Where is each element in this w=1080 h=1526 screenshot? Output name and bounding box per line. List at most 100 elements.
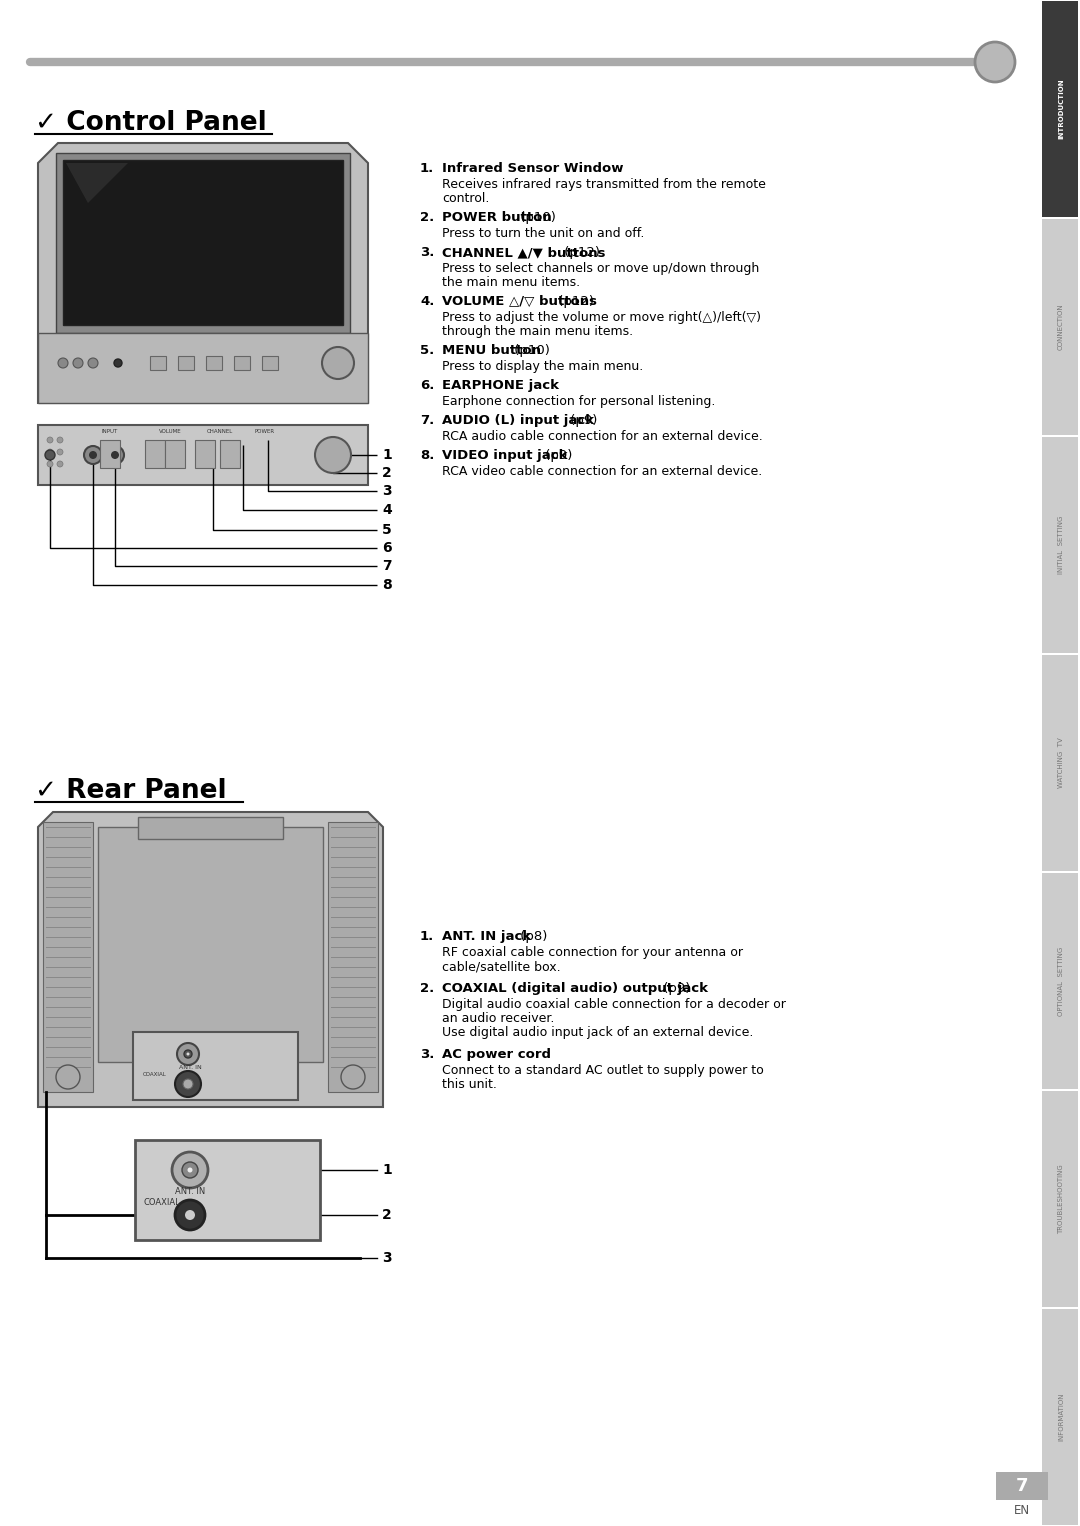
Bar: [220, 439, 240, 468]
Bar: [195, 439, 215, 468]
Circle shape: [185, 1210, 195, 1219]
Text: 4.: 4.: [420, 295, 434, 308]
Bar: [145, 439, 165, 468]
Text: 4: 4: [382, 504, 392, 517]
Bar: [56, 153, 350, 333]
Text: INPUT: INPUT: [102, 429, 118, 433]
Text: ANT. IN: ANT. IN: [175, 1187, 205, 1196]
Text: ANT. IN: ANT. IN: [178, 1065, 201, 1070]
Text: 3.: 3.: [420, 246, 434, 259]
Bar: [1042, 220, 1078, 435]
Text: through the main menu items.: through the main menu items.: [442, 325, 633, 337]
Text: Infrared Sensor Window: Infrared Sensor Window: [442, 162, 623, 175]
Text: WATCHING  TV: WATCHING TV: [1058, 737, 1064, 789]
Bar: [100, 439, 120, 468]
Text: 2.: 2.: [420, 983, 434, 995]
Text: 6: 6: [382, 542, 392, 555]
Text: 8: 8: [382, 578, 392, 592]
Polygon shape: [38, 143, 368, 403]
Text: POWER button: POWER button: [442, 211, 552, 224]
Text: INITIAL  SETTING: INITIAL SETTING: [1058, 516, 1064, 574]
Text: (p9): (p9): [541, 449, 572, 462]
Text: 1.: 1.: [420, 162, 434, 175]
Circle shape: [322, 346, 354, 378]
Text: Earphone connection for personal listening.: Earphone connection for personal listeni…: [442, 395, 715, 407]
Text: (p12): (p12): [554, 295, 594, 308]
Circle shape: [177, 1042, 199, 1065]
Text: COAXIAL: COAXIAL: [143, 1198, 179, 1207]
Circle shape: [975, 43, 1015, 82]
Text: (p8): (p8): [516, 929, 548, 943]
Circle shape: [58, 359, 68, 368]
Text: 2: 2: [382, 1209, 392, 1222]
Bar: [150, 356, 166, 369]
Bar: [165, 439, 185, 468]
Bar: [1042, 436, 1078, 653]
Text: 1: 1: [382, 1163, 392, 1177]
Text: 1: 1: [382, 449, 392, 462]
Circle shape: [187, 1053, 189, 1056]
Bar: [234, 356, 249, 369]
Text: 5: 5: [382, 523, 392, 537]
Text: 7: 7: [1016, 1477, 1028, 1495]
Text: 7: 7: [382, 559, 392, 572]
Text: 7.: 7.: [420, 414, 434, 427]
Text: 3: 3: [382, 484, 392, 497]
Bar: [63, 160, 343, 325]
Bar: [1042, 1091, 1078, 1306]
Text: (p9): (p9): [566, 414, 597, 427]
Circle shape: [341, 1065, 365, 1090]
Circle shape: [48, 449, 53, 455]
Text: RCA video cable connection for an external device.: RCA video cable connection for an extern…: [442, 465, 762, 478]
Bar: [1042, 2, 1078, 217]
Text: Press to select channels or move up/down through: Press to select channels or move up/down…: [442, 262, 759, 275]
Circle shape: [89, 452, 97, 459]
Text: INFORMATION: INFORMATION: [1058, 1393, 1064, 1441]
Circle shape: [175, 1071, 201, 1097]
Circle shape: [114, 359, 122, 366]
Circle shape: [172, 1152, 208, 1189]
Text: EARPHONE jack: EARPHONE jack: [442, 378, 559, 392]
Bar: [206, 356, 222, 369]
Text: Receives infrared rays transmitted from the remote: Receives infrared rays transmitted from …: [442, 179, 766, 191]
Text: ✓ Rear Panel: ✓ Rear Panel: [35, 778, 227, 804]
Text: Use digital audio input jack of an external device.: Use digital audio input jack of an exter…: [442, 1025, 754, 1039]
Circle shape: [57, 436, 63, 443]
Text: (p12): (p12): [559, 246, 599, 259]
Bar: [135, 1140, 320, 1241]
Text: 2: 2: [382, 465, 392, 481]
Polygon shape: [38, 812, 383, 1106]
Circle shape: [87, 359, 98, 368]
Bar: [328, 823, 378, 1093]
Circle shape: [73, 359, 83, 368]
Bar: [133, 1032, 298, 1100]
Text: 5.: 5.: [420, 343, 434, 357]
Text: TROUBLESHOOTING: TROUBLESHOOTING: [1058, 1164, 1064, 1235]
Text: 2.: 2.: [420, 211, 434, 224]
Circle shape: [57, 449, 63, 455]
Text: POWER: POWER: [255, 429, 275, 433]
Text: VOLUME: VOLUME: [159, 429, 181, 433]
Text: 3.: 3.: [420, 1048, 434, 1061]
Text: ANT. IN jack: ANT. IN jack: [442, 929, 531, 943]
Circle shape: [183, 1079, 193, 1090]
Circle shape: [48, 461, 53, 467]
Text: OPTIONAL  SETTING: OPTIONAL SETTING: [1058, 946, 1064, 1016]
Text: RF coaxial cable connection for your antenna or: RF coaxial cable connection for your ant…: [442, 946, 743, 958]
Text: Press to adjust the volume or move right(△)/left(▽): Press to adjust the volume or move right…: [442, 311, 761, 324]
Text: CONNECTION: CONNECTION: [1058, 304, 1064, 351]
Text: VIDEO input jack: VIDEO input jack: [442, 449, 567, 462]
Circle shape: [188, 1167, 192, 1172]
Text: INTRODUCTION: INTRODUCTION: [1058, 79, 1064, 139]
Circle shape: [57, 461, 63, 467]
Circle shape: [84, 446, 102, 464]
Text: MENU button: MENU button: [442, 343, 541, 357]
Circle shape: [315, 436, 351, 473]
Text: Press to display the main menu.: Press to display the main menu.: [442, 360, 644, 372]
Polygon shape: [66, 163, 129, 203]
Text: 1.: 1.: [420, 929, 434, 943]
Bar: [138, 816, 283, 839]
Bar: [1042, 1309, 1078, 1524]
Bar: [38, 333, 368, 403]
Circle shape: [45, 450, 55, 459]
